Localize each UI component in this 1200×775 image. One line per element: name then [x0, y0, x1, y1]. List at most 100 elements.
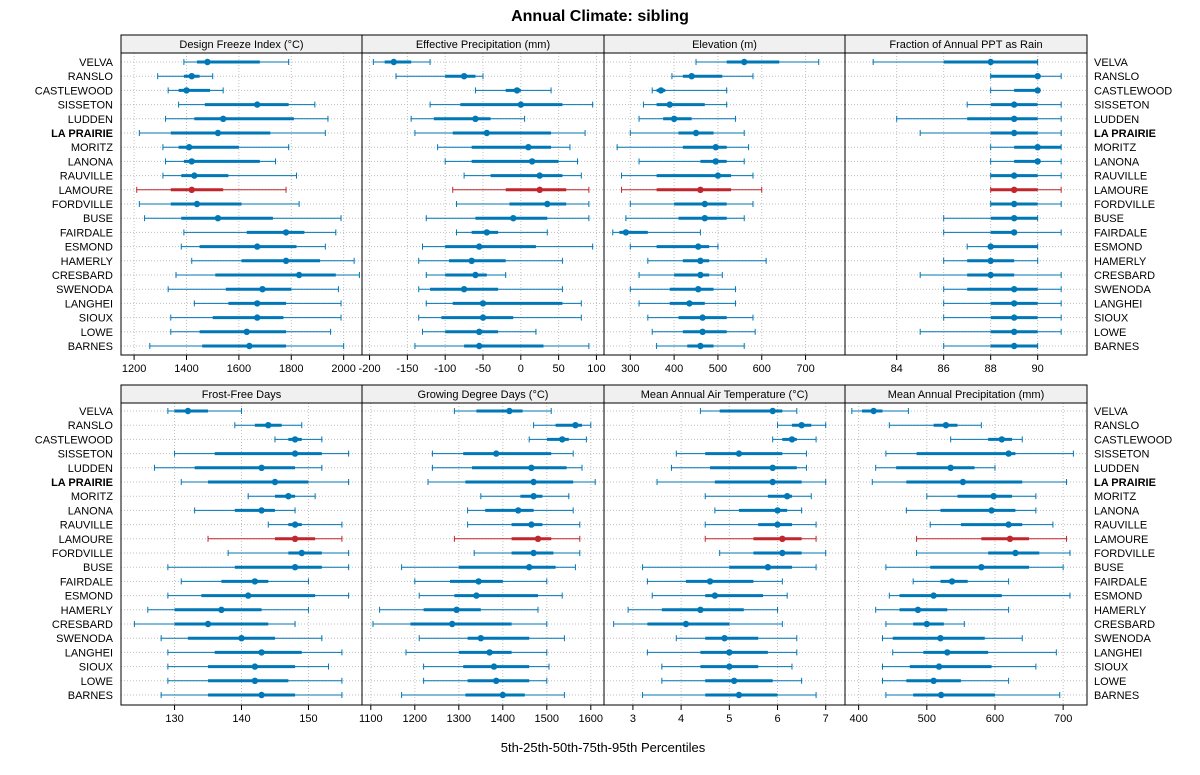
panel-frame	[603, 402, 846, 706]
median-point	[183, 87, 190, 94]
interval-buse	[425, 215, 590, 222]
interval-fordville	[227, 549, 350, 557]
interval-la-prairie	[427, 478, 596, 486]
category-label-ludden: LUDDEN	[68, 114, 113, 126]
median-point	[460, 73, 468, 80]
category-label-cresbard: CRESBARD	[1094, 270, 1155, 282]
interval-cresbard	[613, 620, 783, 628]
category-label-swenoda: SWENODA	[56, 633, 114, 645]
interval-lanona	[444, 158, 579, 165]
median-point	[783, 493, 791, 500]
interval-fairdale	[612, 229, 701, 236]
category-label-barnes: BARNES	[68, 690, 113, 702]
x-tick-label: 6	[774, 713, 780, 725]
x-tick-label: 300	[621, 363, 639, 375]
median-point	[472, 271, 479, 279]
median-point	[735, 450, 743, 457]
interval-lanona	[990, 158, 1062, 165]
x-tick-label: -150	[396, 363, 418, 375]
median-point	[291, 521, 299, 528]
median-point	[779, 535, 786, 542]
interval-la-prairie	[180, 478, 350, 486]
interval-moritz	[247, 493, 316, 500]
panel-mean-annual-precipitation-mm: Mean Annual Precipitation (mm) 400 500 600 7…	[844, 384, 1088, 725]
category-label-cresbard: CRESBARD	[52, 270, 113, 282]
category-label-swenoda: SWENODA	[1094, 284, 1152, 296]
interval-lamoure	[136, 186, 287, 193]
interval-la-prairie	[414, 129, 586, 137]
median-point	[706, 578, 714, 585]
category-label-ranslo: RANSLO	[1094, 420, 1140, 432]
category-label-velva: VELVA	[79, 57, 113, 69]
median-point	[258, 464, 265, 471]
interval-ludden	[165, 115, 329, 123]
median-point	[1034, 73, 1041, 80]
median-point	[1010, 101, 1018, 108]
median-point	[483, 129, 490, 137]
panel-strip-title: Effective Precipitation (mm)	[416, 39, 550, 51]
category-label-barnes: BARNES	[1094, 690, 1139, 702]
median-point	[390, 58, 397, 66]
interval-la-prairie	[138, 129, 326, 137]
panel-design-freeze-index-c: Design Freeze Index (°C) 1200 1400 1600 1800…	[120, 34, 363, 375]
median-point	[948, 578, 956, 585]
category-label-fordville: FORDVILLE	[1094, 199, 1155, 211]
median-point	[536, 172, 543, 179]
chart-title: Annual Climate: sibling	[511, 8, 689, 25]
interval-lamoure	[453, 535, 581, 542]
interval-ludden	[875, 464, 996, 471]
x-tick-label: 84	[891, 363, 903, 375]
median-point	[282, 257, 290, 264]
median-point	[1010, 314, 1018, 321]
category-label-buse: BUSE	[83, 213, 113, 225]
median-point	[214, 215, 222, 222]
interval-langhei	[892, 649, 1057, 656]
interval-sioux	[881, 663, 1037, 670]
median-point	[622, 229, 630, 236]
interval-hamerly	[875, 606, 1010, 613]
interval-buse	[167, 564, 350, 571]
median-point	[449, 620, 456, 628]
median-point	[764, 564, 772, 571]
interval-fordville	[629, 200, 754, 208]
interval-ludden	[670, 464, 807, 471]
interval-lanona	[165, 158, 277, 165]
x-tick-label: 600	[753, 363, 771, 375]
median-point	[258, 649, 265, 656]
median-point	[697, 342, 704, 350]
median-point	[265, 422, 272, 429]
x-tick-label: 1400	[491, 713, 515, 725]
interval-sioux	[423, 663, 550, 670]
interval-barnes	[401, 691, 565, 699]
x-tick-label: 7	[823, 713, 829, 725]
interval-barnes	[943, 342, 1039, 350]
median-point	[1010, 229, 1018, 236]
interval-lamoure	[207, 535, 343, 542]
panel-mean-annual-air-temperature-c: Mean Annual Air Temperature (°C) 3 4 5 6 7	[603, 384, 846, 725]
interval-sisseton	[642, 101, 728, 108]
category-label-hamerly: HAMERLY	[61, 256, 114, 268]
category-label-fordville: FORDVILLE	[52, 548, 113, 560]
category-label-langhei: LANGHEI	[65, 298, 113, 310]
interval-sisseton	[885, 450, 1074, 457]
interval-buse	[943, 215, 1039, 222]
median-point	[988, 507, 995, 514]
category-label-la-prairie: LA PRAIRIE	[1094, 477, 1156, 489]
interval-fordville	[138, 200, 300, 208]
interval-moritz	[990, 144, 1062, 151]
interval-cresbard	[175, 271, 360, 279]
median-point	[697, 257, 704, 264]
median-point	[870, 407, 877, 415]
median-point	[185, 144, 193, 151]
interval-esmond	[167, 592, 350, 599]
median-point	[730, 677, 738, 684]
interval-hamerly	[943, 257, 1039, 264]
interval-fairdale	[943, 229, 1062, 236]
median-point	[530, 478, 537, 486]
median-point	[191, 172, 198, 179]
interval-sioux	[661, 663, 793, 670]
x-tick-label: 500	[918, 713, 936, 725]
interval-ranslo	[990, 73, 1062, 80]
interval-sioux	[170, 314, 342, 321]
median-point	[291, 564, 299, 571]
